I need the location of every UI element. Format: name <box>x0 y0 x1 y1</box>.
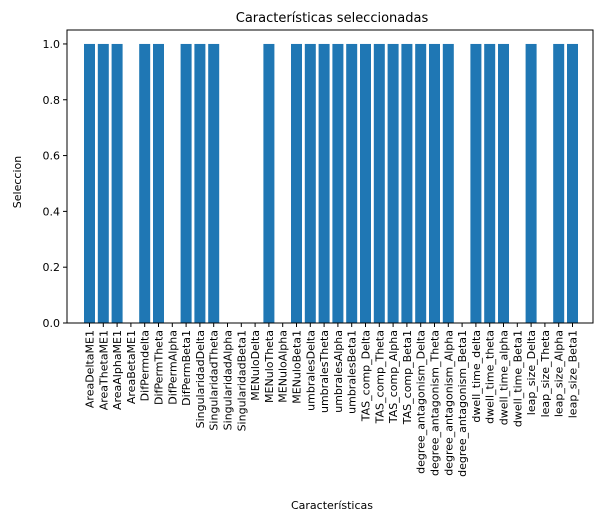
x-tick-label: dwell_time_delta <box>470 330 483 423</box>
bar <box>525 43 537 323</box>
x-tick-label: dwell_time_Beta1 <box>511 330 524 427</box>
x-tick-label: dwell_time_alpha <box>498 330 511 425</box>
x-tick-label: TAS_comp_Alpha <box>387 330 400 424</box>
x-tick-label: SingularidadAlpha <box>222 330 235 430</box>
x-tick-label: AreaBetaME1 <box>125 330 138 404</box>
x-tick-label: leap_size_Theta <box>539 330 552 417</box>
bar <box>318 43 330 323</box>
y-tick-label: 0.0 <box>43 317 61 330</box>
x-tick-label: DifPermTheta <box>153 330 166 405</box>
x-tick-label: AreaThetaME1 <box>97 330 110 410</box>
chart-title: Características seleccionadas <box>236 11 429 26</box>
y-tick-label: 0.6 <box>43 150 61 163</box>
x-tick-label: leap_size_Beta1 <box>567 330 580 418</box>
bar <box>484 43 496 323</box>
bar <box>139 43 151 323</box>
bar <box>387 43 399 323</box>
x-tick-label: SingularidadTheta <box>208 330 221 431</box>
x-tick-label: degree_antagonism_Delta <box>415 330 428 474</box>
x-tick-label: TAS_comp_Theta <box>373 330 386 424</box>
bar <box>180 43 192 323</box>
x-axis: AreaDeltaME1 AreaThetaME1 AreaAlphaME1 Area… <box>84 323 580 477</box>
y-tick-label: 0.8 <box>43 94 61 107</box>
bar <box>208 43 220 323</box>
x-tick-label: degree_antagonism_Beta1 <box>456 330 469 477</box>
bar <box>553 43 565 323</box>
x-axis-label: Características <box>291 499 373 512</box>
x-tick-label: DifPermBeta1 <box>180 330 193 406</box>
x-tick-label: MENuloBeta1 <box>291 330 304 404</box>
x-tick-label: AreaAlphaME1 <box>111 330 124 410</box>
x-tick-label: SingularidadDelta <box>194 330 207 428</box>
x-tick-label: leap_size_Alpha <box>553 330 566 417</box>
x-tick-label: DifPermAlpha <box>166 330 179 405</box>
bar <box>291 43 302 323</box>
x-tick-label: SingularidadBeta1 <box>235 330 248 431</box>
plot-frame <box>66 29 594 324</box>
x-tick-label: MENuloTheta <box>263 330 276 403</box>
bar <box>111 43 123 323</box>
bar <box>346 43 358 323</box>
y-tick-label: 0.4 <box>43 205 61 218</box>
x-tick-label: TAS_comp_Beta1 <box>401 330 414 425</box>
x-tick-label: umbralesAlpha <box>332 330 345 413</box>
bar <box>415 43 427 323</box>
x-tick-label: MENuloDelta <box>249 330 262 401</box>
bar <box>153 43 164 323</box>
bars <box>84 43 578 323</box>
x-tick-label: degree_antagonism_Theta <box>429 330 442 476</box>
x-tick-label: DifPermdelta <box>139 330 152 401</box>
x-tick-label: degree_antagonism_Alpha <box>442 330 455 476</box>
x-tick-label: umbralesBeta1 <box>346 330 359 414</box>
bar <box>429 43 440 323</box>
bar <box>332 43 344 323</box>
x-tick-label: umbralesDelta <box>304 330 317 411</box>
bar <box>373 43 385 323</box>
bar <box>263 43 275 323</box>
bar <box>470 43 482 323</box>
bar <box>360 43 371 323</box>
y-axis: 0.0 0.2 0.4 0.6 0.8 1.0 <box>43 38 67 330</box>
x-tick-label: AreaDeltaME1 <box>84 330 97 408</box>
bar <box>567 43 578 323</box>
bar <box>97 43 109 323</box>
x-tick-label: MENuloAlpha <box>277 330 290 403</box>
y-axis-label: Seleccion <box>11 156 24 208</box>
bar <box>401 43 413 323</box>
bar <box>442 43 454 323</box>
bar <box>498 43 509 323</box>
y-tick-label: 1.0 <box>43 38 61 51</box>
bar <box>304 43 316 323</box>
bar <box>84 43 95 323</box>
bar <box>194 43 206 323</box>
x-tick-label: leap_size_Delta <box>525 330 538 415</box>
y-tick-label: 0.2 <box>43 261 61 274</box>
x-tick-label: TAS_comp_Delta <box>360 330 373 422</box>
x-tick-label: umbralesTheta <box>318 330 331 413</box>
x-tick-label: dwell_time_theta <box>484 330 497 424</box>
